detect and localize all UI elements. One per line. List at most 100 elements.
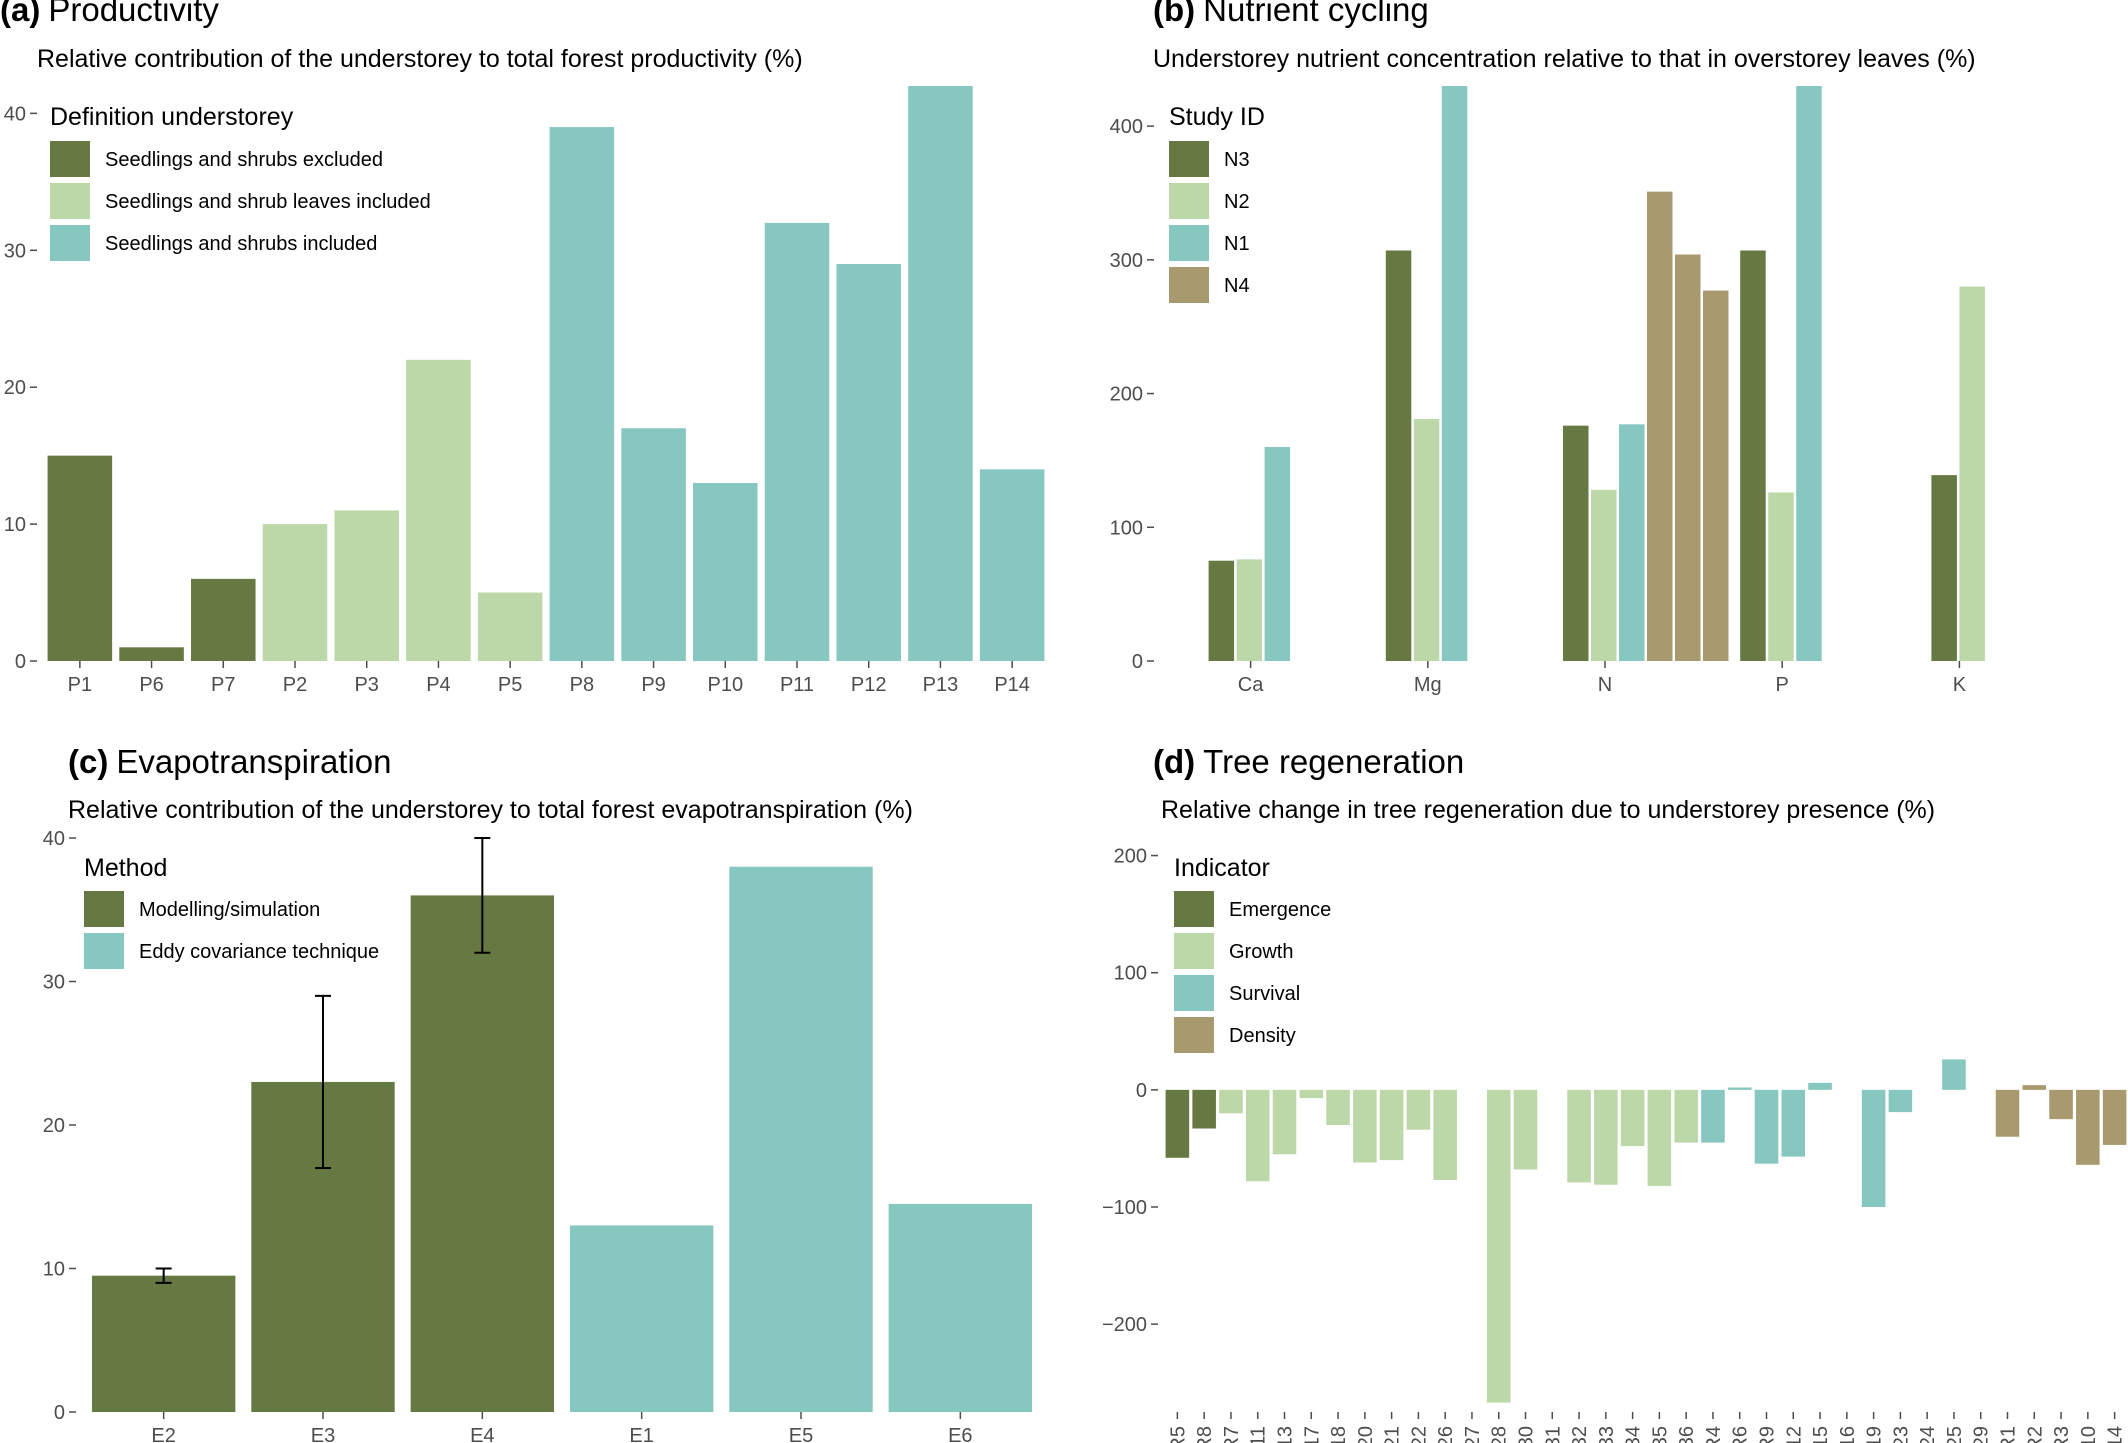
bar-p-n2 [1768, 492, 1794, 661]
bar-r17 [1299, 1089, 1324, 1099]
bar-p6 [119, 647, 184, 661]
legend-key-n4 [1169, 267, 1209, 303]
panel-a-subtitle: Relative contribution of the understorey… [37, 45, 803, 73]
y-tick-label: 0 [1136, 1080, 1147, 1102]
x-tick-label: P2 [283, 674, 307, 696]
y-tick-label: 200 [1110, 384, 1143, 406]
bar-r22 [1406, 1089, 1431, 1130]
bar-e1 [569, 1225, 714, 1412]
bar-p14 [979, 469, 1045, 661]
bar-r1 [1995, 1089, 2020, 1137]
bar-mg-n1 [1441, 86, 1468, 661]
bar-ca-n3 [1208, 560, 1235, 661]
x-tick-label: R16 [1837, 1426, 1859, 1443]
x-tick-label: R14 [2105, 1426, 2127, 1443]
x-tick-label: R36 [1676, 1426, 1698, 1443]
x-tick-label: R15 [1810, 1426, 1832, 1443]
x-tick-label: R11 [1248, 1426, 1270, 1443]
bar-p11 [764, 222, 830, 661]
legend-label-n3: N3 [1224, 149, 1250, 171]
bar-r14 [2102, 1089, 2127, 1145]
bar-r30 [1513, 1089, 1538, 1170]
legend-key-included [50, 225, 90, 261]
y-tick-label: −100 [1102, 1197, 1147, 1219]
x-tick-label: P8 [570, 674, 594, 696]
y-tick-label: 100 [1110, 517, 1143, 539]
x-tick-label: P13 [923, 674, 959, 696]
legend-label-eddy: Eddy covariance technique [139, 941, 379, 963]
x-tick-label: E3 [311, 1425, 335, 1443]
bar-n-n2 [1591, 489, 1617, 661]
panel-c: (c) Evapotranspiration Relative contributi… [43, 743, 1033, 1443]
legend-key-emergence [1174, 891, 1214, 927]
x-tick-label: R31 [1542, 1426, 1564, 1443]
x-tick-label: R19 [1864, 1426, 1886, 1443]
bar-e5 [729, 866, 873, 1412]
bar-e4 [410, 895, 555, 1412]
x-tick-label: R12 [1783, 1426, 1805, 1443]
x-tick-label: K [1953, 674, 1967, 696]
panel-c-subtitle: Relative contribution of the understorey… [68, 796, 913, 824]
x-tick-label: P9 [641, 674, 665, 696]
y-tick-label: 200 [1114, 846, 1147, 868]
x-tick-label: R9 [1757, 1426, 1779, 1443]
bar-r15 [1808, 1082, 1832, 1090]
bar-p13 [908, 86, 973, 661]
y-tick-label: 20 [4, 377, 26, 399]
bar-r7 [1219, 1089, 1243, 1114]
y-tick-label: 400 [1110, 116, 1143, 138]
x-tick-label: P14 [994, 674, 1030, 696]
panel-b-title: (b) Nutrient cycling [1153, 0, 1429, 28]
legend-label-leaves: Seedlings and shrub leaves included [105, 191, 431, 213]
panel-b: (b) Nutrient cycling Understorey nutrient … [1110, 0, 1985, 696]
x-tick-label: R27 [1462, 1426, 1484, 1443]
legend-label-model: Modelling/simulation [139, 899, 320, 921]
bar-p3 [334, 510, 399, 661]
panel-a: (a) Productivity Relative contribution of … [0, 0, 1045, 696]
x-tick-label: Mg [1414, 674, 1442, 696]
legend-title: Indicator [1174, 854, 1270, 882]
bar-r28 [1486, 1089, 1511, 1403]
x-tick-label: R5 [1167, 1426, 1189, 1443]
y-tick-label: 0 [54, 1402, 65, 1424]
bar-r12 [1781, 1089, 1806, 1157]
bar-k-n3 [1931, 475, 1957, 661]
bar-n-n4 [1675, 254, 1701, 661]
x-tick-label: E1 [629, 1425, 653, 1443]
legend-key-survival [1174, 975, 1214, 1011]
legend-label-included: Seedlings and shrubs included [105, 233, 377, 255]
x-tick-label: R29 [1971, 1426, 1993, 1443]
panel-a-title: (a) Productivity [0, 0, 219, 28]
legend-key-n2 [1169, 183, 1209, 219]
x-tick-label: R34 [1623, 1426, 1645, 1443]
bar-p12 [836, 263, 901, 661]
y-tick-label: 0 [1132, 651, 1143, 673]
bar-e6 [888, 1203, 1033, 1412]
legend-key-model [84, 891, 124, 927]
x-tick-label: R25 [1944, 1426, 1966, 1443]
legend-key-excluded [50, 141, 90, 177]
bar-r13 [1272, 1089, 1297, 1155]
legend-key-leaves [50, 183, 90, 219]
bar-r3 [2049, 1089, 2073, 1120]
bar-p1 [47, 455, 113, 661]
x-tick-label: P4 [426, 674, 450, 696]
y-tick-label: 10 [4, 514, 26, 536]
panel-d-subtitle: Relative change in tree regeneration due… [1161, 796, 1935, 824]
bar-r2 [2022, 1085, 2047, 1090]
panel-c-legend: Method Modelling/simulation Eddy covarianc… [84, 854, 379, 969]
x-tick-label: P1 [68, 674, 92, 696]
bar-p10 [693, 483, 758, 661]
bar-r11 [1245, 1089, 1270, 1182]
y-tick-label: 40 [43, 828, 65, 850]
bar-r4 [1701, 1089, 1725, 1143]
x-tick-label: R21 [1382, 1426, 1404, 1443]
bar-r36 [1674, 1089, 1698, 1143]
x-tick-label: R6 [1730, 1426, 1752, 1443]
bar-p4 [406, 359, 471, 661]
y-tick-label: 300 [1110, 250, 1143, 272]
bar-mg-n3 [1385, 250, 1412, 661]
x-tick-label: R4 [1703, 1426, 1725, 1443]
legend-label-n2: N2 [1224, 191, 1250, 213]
